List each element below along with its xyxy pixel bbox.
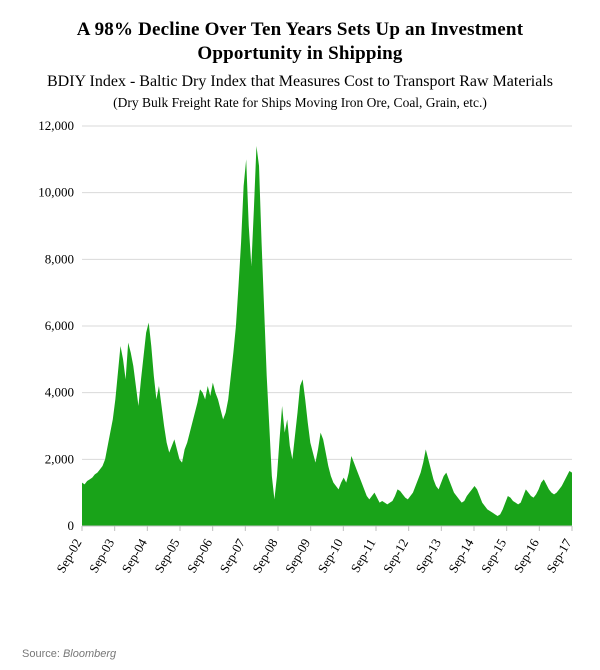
source-label: Source: bbox=[22, 648, 63, 660]
svg-text:Sep-11: Sep-11 bbox=[347, 536, 378, 575]
svg-text:Sep-12: Sep-12 bbox=[380, 536, 411, 575]
svg-text:Sep-09: Sep-09 bbox=[282, 536, 313, 575]
area-chart-svg: 02,0004,0006,0008,00010,00012,000Sep-02S… bbox=[24, 118, 576, 588]
svg-text:Sep-14: Sep-14 bbox=[445, 535, 477, 575]
svg-text:Sep-06: Sep-06 bbox=[184, 535, 216, 575]
svg-text:Sep-03: Sep-03 bbox=[86, 536, 117, 575]
svg-text:Sep-10: Sep-10 bbox=[315, 536, 346, 575]
svg-text:8,000: 8,000 bbox=[45, 251, 74, 266]
svg-text:Sep-04: Sep-04 bbox=[119, 535, 151, 575]
chart-container: A 98% Decline Over Ten Years Sets Up an … bbox=[0, 0, 600, 670]
svg-text:4,000: 4,000 bbox=[45, 385, 74, 400]
svg-text:Sep-15: Sep-15 bbox=[478, 536, 509, 575]
svg-text:Sep-16: Sep-16 bbox=[511, 535, 543, 575]
svg-text:Sep-17: Sep-17 bbox=[543, 535, 575, 575]
svg-text:0: 0 bbox=[68, 518, 75, 533]
chart-subtitle: BDIY Index - Baltic Dry Index that Measu… bbox=[24, 72, 576, 93]
svg-text:10,000: 10,000 bbox=[38, 185, 74, 200]
chart-main-title: A 98% Decline Over Ten Years Sets Up an … bbox=[24, 18, 576, 66]
source-attribution: Source: Bloomberg bbox=[22, 648, 116, 660]
svg-text:Sep-13: Sep-13 bbox=[413, 536, 444, 575]
plot-area: 02,0004,0006,0008,00010,00012,000Sep-02S… bbox=[24, 118, 576, 588]
svg-text:Sep-07: Sep-07 bbox=[217, 535, 249, 575]
svg-text:6,000: 6,000 bbox=[45, 318, 74, 333]
chart-note: (Dry Bulk Freight Rate for Ships Moving … bbox=[24, 94, 576, 112]
svg-text:Sep-05: Sep-05 bbox=[151, 536, 182, 575]
svg-text:12,000: 12,000 bbox=[38, 118, 74, 133]
svg-text:Sep-02: Sep-02 bbox=[53, 536, 84, 575]
title-block: A 98% Decline Over Ten Years Sets Up an … bbox=[24, 18, 576, 112]
svg-text:2,000: 2,000 bbox=[45, 451, 74, 466]
svg-text:Sep-08: Sep-08 bbox=[249, 536, 280, 575]
source-name: Bloomberg bbox=[63, 648, 116, 660]
